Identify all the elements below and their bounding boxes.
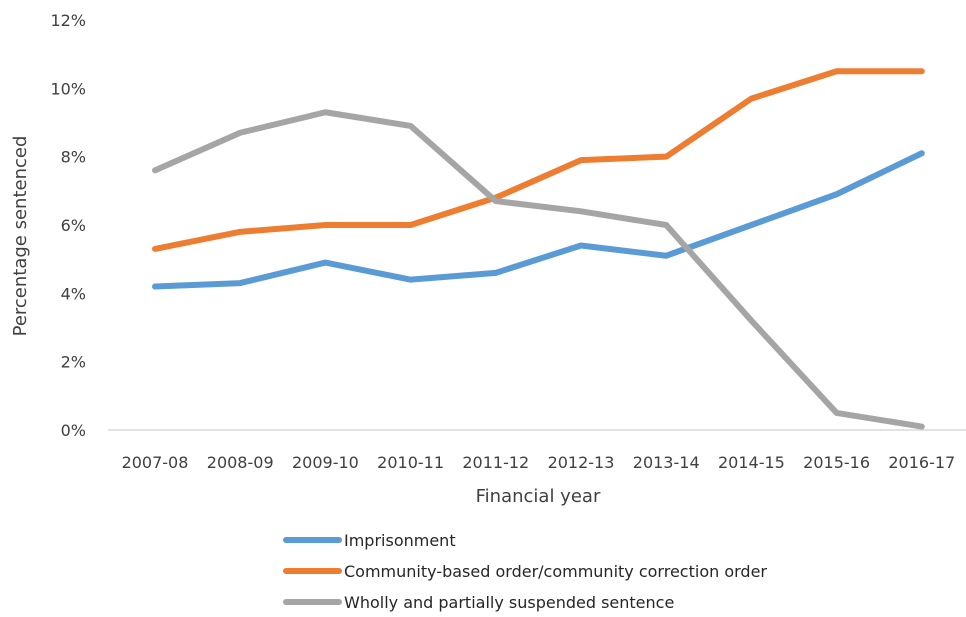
legend: Imprisonment Community-based order/commun… [283,531,767,612]
x-axis-title: Financial year [476,486,601,507]
x-tick-label: 2015-16 [803,453,870,472]
x-tick-label: 2008-09 [207,453,274,472]
legend-label-3: Wholly and partially suspended sentence [344,593,674,612]
y-tick-label: 2% [61,353,86,372]
x-tick-label: 2014-15 [718,453,785,472]
y-tick-labels: 0% 2% 4% 6% 8% 10% 12% [50,11,86,440]
series-lines [152,68,925,430]
legend-label-2: Community-based order/community correcti… [344,562,767,581]
x-tick-label: 2012-13 [548,453,615,472]
y-tick-label: 8% [61,148,86,167]
x-tick-label: 2007-08 [122,453,189,472]
series-line-1 [152,150,925,290]
y-tick-label: 4% [61,284,86,303]
y-tick-label: 6% [61,216,86,235]
series-line-3 [152,109,925,430]
x-tick-labels: 2007-08 2008-09 2009-10 2010-11 2011-12 2012-… [122,453,956,472]
x-tick-label: 2009-10 [292,453,359,472]
x-tick-label: 2016-17 [888,453,955,472]
y-tick-label: 0% [61,421,86,440]
x-tick-label: 2011-12 [462,453,529,472]
y-axis-title: Percentage sentenced [10,136,31,337]
x-tick-label: 2010-11 [377,453,444,472]
series-line-2 [152,68,925,252]
y-tick-label: 12% [50,11,86,30]
legend-label-1: Imprisonment [344,531,456,550]
y-tick-label: 10% [50,79,86,98]
x-tick-label: 2013-14 [633,453,700,472]
